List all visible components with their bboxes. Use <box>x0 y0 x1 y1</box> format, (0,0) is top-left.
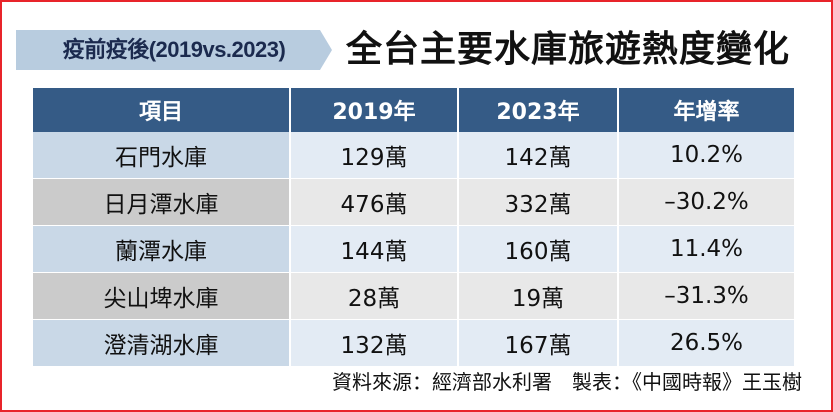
visitors-2023: 142萬 <box>459 132 617 179</box>
growth-rate: –30.2% <box>619 179 794 226</box>
growth-rate: –31.3% <box>619 273 794 320</box>
column-header-growth: 年增率 <box>619 88 794 132</box>
table-row: 日月潭水庫 476萬 332萬 –30.2% <box>33 179 794 226</box>
page-title: 全台主要水庫旅遊熱度變化 <box>346 29 791 70</box>
column-header-item: 項目 <box>33 88 289 132</box>
growth-rate: 26.5% <box>619 320 794 367</box>
table-header-row: 項目 2019年 2023年 年增率 <box>33 88 794 132</box>
visitors-2023: 160萬 <box>459 226 617 273</box>
visitors-2019: 28萬 <box>291 273 457 320</box>
table-row: 蘭潭水庫 144萬 160萬 11.4% <box>33 226 794 273</box>
table-row: 澄清湖水庫 132萬 167萬 26.5% <box>33 320 794 367</box>
reservoir-name: 日月潭水庫 <box>33 179 289 226</box>
visitors-2019: 132萬 <box>291 320 457 367</box>
header-tag-background <box>16 30 332 70</box>
visitors-2023: 19萬 <box>459 273 617 320</box>
visitors-2023: 167萬 <box>459 320 617 367</box>
table-row: 尖山埤水庫 28萬 19萬 –31.3% <box>33 273 794 320</box>
table-row: 石門水庫 129萬 142萬 10.2% <box>33 132 794 179</box>
visitors-2023: 332萬 <box>459 179 617 226</box>
reservoir-name: 澄清湖水庫 <box>33 320 289 367</box>
reservoir-name: 蘭潭水庫 <box>33 226 289 273</box>
header: 疫前疫後(2019vs.2023) 全台主要水庫旅遊熱度變化 <box>16 22 816 74</box>
visitors-2019: 129萬 <box>291 132 457 179</box>
visitors-2019: 144萬 <box>291 226 457 273</box>
growth-rate: 11.4% <box>619 226 794 273</box>
visitors-2019: 476萬 <box>291 179 457 226</box>
growth-rate: 10.2% <box>619 132 794 179</box>
source-credit: 資料來源：經濟部水利署 製表：《中國時報》王玉樹 <box>332 370 802 394</box>
column-header-2019: 2019年 <box>291 88 457 132</box>
reservoir-name: 尖山埤水庫 <box>33 273 289 320</box>
reservoir-table: 項目 2019年 2023年 年增率 石門水庫 129萬 142萬 10.2% … <box>31 88 796 367</box>
header-tag: 疫前疫後(2019vs.2023) <box>62 37 286 62</box>
reservoir-name: 石門水庫 <box>33 132 289 179</box>
column-header-2023: 2023年 <box>459 88 617 132</box>
